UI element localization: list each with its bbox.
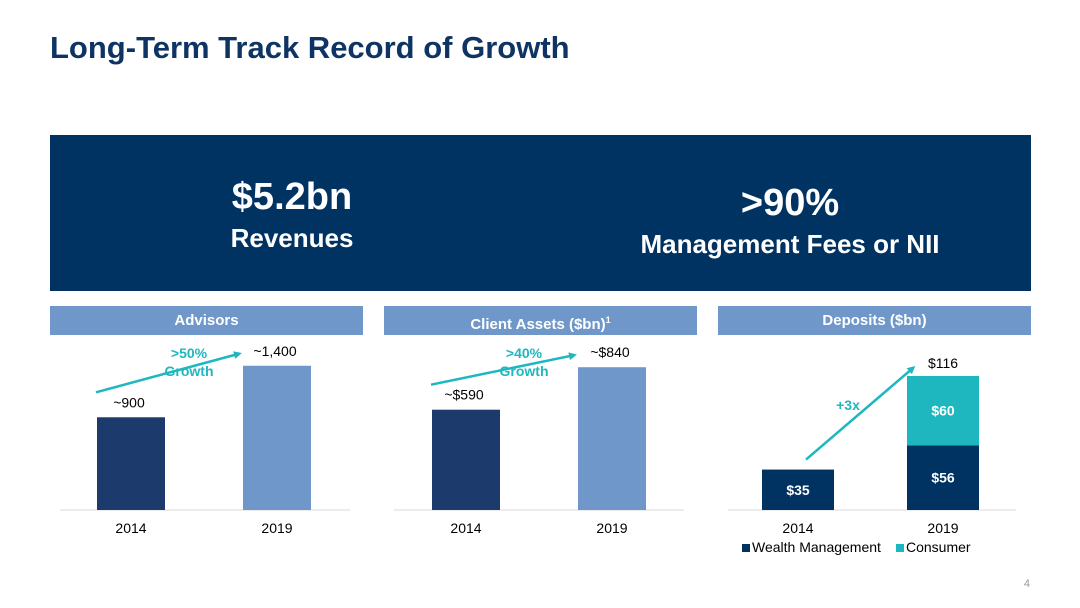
bar-2014 <box>432 409 500 510</box>
advisors-header-label: Advisors <box>174 312 239 329</box>
page-title: Long-Term Track Record of Growth <box>50 30 570 65</box>
bar-wealth-management-2019 <box>907 445 979 510</box>
growth-arrow <box>95 351 242 394</box>
advisors-header: Advisors <box>50 306 363 335</box>
tick-label-2019: 2019 <box>261 520 292 536</box>
tick-label-2019: 2019 <box>596 520 627 536</box>
footnote-marker: 1 <box>605 315 611 325</box>
growth-word: Growth <box>500 363 549 379</box>
bar-2014 <box>97 417 165 510</box>
total-label-2019: $116 <box>928 355 958 371</box>
data-label-2014: ~900 <box>113 394 145 410</box>
kpi-management-fees: >90% Management Fees or NII <box>590 175 990 259</box>
deposits-header: Deposits ($bn) <box>718 306 1031 335</box>
client-assets-header-label: Client Assets ($bn) <box>470 316 606 333</box>
growth-arrow <box>805 366 916 461</box>
kpi-value: >90% <box>740 182 840 224</box>
bar-2019 <box>243 365 311 510</box>
legend-label-consumer: Consumer <box>906 539 971 555</box>
bar-2019 <box>578 367 646 510</box>
segment-label-2014: $35 <box>786 482 810 498</box>
tick-label-2019: 2019 <box>927 520 958 536</box>
tick-label-2014: 2014 <box>782 520 813 536</box>
segment-label-2019: $56 <box>931 470 955 486</box>
kpi-value: $5.2bn <box>231 176 353 218</box>
bar-consumer-2019 <box>907 376 979 446</box>
data-label-2019: ~1,400 <box>253 343 296 359</box>
growth-percent: >40% <box>506 345 543 361</box>
growth-word: Growth <box>165 363 214 379</box>
tick-label-2014: 2014 <box>450 520 481 536</box>
tick-label-2014: 2014 <box>115 520 146 536</box>
kpi-label: Revenues <box>230 223 354 253</box>
kpi-label: Management Fees or NII <box>640 229 940 259</box>
kpi-revenues: $5.2bn Revenues <box>192 175 392 253</box>
growth-percent: >50% <box>171 345 208 361</box>
page-number: 4 <box>1023 578 1030 590</box>
client-assets-header: Client Assets ($bn)1 <box>384 306 697 335</box>
legend-swatch-wealth-management <box>742 544 750 552</box>
kpi-banner: $5.2bn Revenues >90% Management Fees or … <box>50 135 1031 291</box>
legend-label-wealth-management: Wealth Management <box>752 539 881 555</box>
data-label-2014: ~$590 <box>444 387 484 403</box>
legend-swatch-consumer <box>896 544 904 552</box>
data-label-2019: ~$840 <box>590 344 630 360</box>
growth-multiple: +3x <box>836 397 860 413</box>
segment-label-2019: $60 <box>931 403 955 419</box>
deposits-header-label: Deposits ($bn) <box>822 312 927 329</box>
growth-arrow <box>430 352 577 386</box>
bar-wealth-management-2014 <box>762 469 834 510</box>
